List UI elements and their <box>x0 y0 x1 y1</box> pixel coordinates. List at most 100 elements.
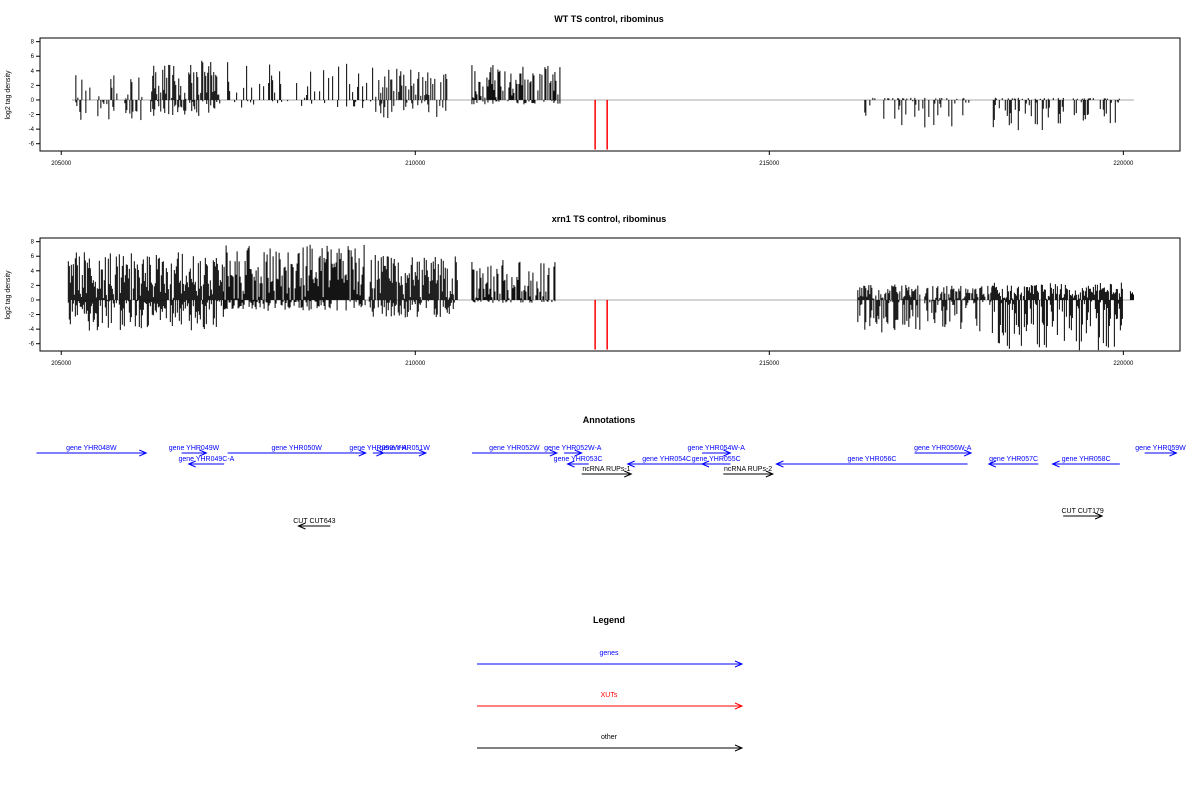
annotation-label: gene YHR056W-A <box>914 445 972 452</box>
wt-track-signal-bars <box>75 60 1120 131</box>
legend: Legend genes XUTs other <box>477 615 744 752</box>
annotations-panel: Annotations gene YHR048W gene YHR049W gene… <box>36 415 1186 530</box>
annotation-gene-yhr051w: gene YHR051W <box>379 445 430 457</box>
xrn1-track-x-tick-label: 205000 <box>51 361 72 367</box>
wt-track-y-tick-label: 8 <box>31 40 35 46</box>
annotation-label: CUT CUT179 <box>1061 508 1103 515</box>
annotation-label: gene YHR052W-A <box>544 445 602 452</box>
annotation-label: gene YHR053C <box>554 456 603 463</box>
wt-track-y-axis-label: log2 tag density <box>5 70 12 120</box>
annotation-gene-yhr058c: gene YHR058C <box>1051 456 1120 468</box>
annotation-label: gene YHR055C <box>692 456 741 463</box>
annotation-arrow-head <box>1094 512 1104 520</box>
annotation-gene-yhr059w: gene YHR059W <box>1135 445 1186 457</box>
xrn1-track-x-axis: 205000 210000 215000 220000 <box>51 351 1134 367</box>
wt-track-panel: WT TS control, ribominus log2 tag densit… <box>5 14 1181 167</box>
wt-track-x-tick-label: 205000 <box>51 161 72 167</box>
annotation-ncrna-rups-2: ncRNA RUPs-2 <box>723 466 775 478</box>
xrn1-track-y-tick-label: 6 <box>31 254 35 260</box>
wt-track-y-tick-label: -4 <box>29 127 35 133</box>
annotation-gene-yhr053c: gene YHR053C <box>554 456 603 468</box>
annotation-label: gene YHR049W <box>169 445 220 452</box>
annotation-gene-yhr054c: gene YHR054C <box>626 456 706 468</box>
legend-entry-genes: genes <box>477 650 744 668</box>
wt-track-x-tick-label: 215000 <box>759 161 780 167</box>
xrn1-track-signal-bars <box>67 244 1134 351</box>
annotation-arrow-head <box>358 449 367 457</box>
wt-track-y-tick-label: 0 <box>31 98 35 104</box>
wt-track-xut-lines <box>594 99 608 150</box>
annotation-arrow-head <box>723 449 732 457</box>
xrn1-track-x-tick-label: 210000 <box>405 361 426 367</box>
annotation-label: gene YHR054C <box>642 456 691 463</box>
annotation-ncrna-rups-1: ncRNA RUPs-1 <box>581 466 633 478</box>
annotation-gene-yhr052w-a: gene YHR052W-A <box>544 445 602 457</box>
wt-track-plot-frame <box>39 37 1181 152</box>
legend-arrow-head <box>734 660 744 668</box>
annotation-features: gene YHR048W gene YHR049W gene YHR049C-A ge… <box>36 445 1186 530</box>
xrn1-track-y-tick-label: -2 <box>29 313 35 319</box>
annotation-gene-yhr056c: gene YHR056C <box>775 456 968 468</box>
annotation-arrow-head <box>700 460 710 468</box>
wt-track-x-tick-label: 220000 <box>1113 161 1134 167</box>
annotation-label: gene YHR049C-A <box>178 456 234 463</box>
annotation-gene-yhr050w: gene YHR050W <box>227 445 367 457</box>
legend-entry-xuts: XUTs <box>477 692 744 710</box>
annotation-gene-yhr049c-a: gene YHR049C-A <box>178 456 235 468</box>
wt-track-y-tick-label: 2 <box>31 83 35 89</box>
annotation-arrow-head <box>624 470 633 478</box>
annotation-gene-yhr056w-a: gene YHR056W-A <box>914 445 973 457</box>
wt-track-y-tick-label: -2 <box>29 113 35 119</box>
annotation-label: ncRNA RUPs-2 <box>724 466 772 473</box>
xrn1-track-xut-lines <box>594 299 608 350</box>
legend-label: genes <box>599 650 619 657</box>
xrn1-track-title: xrn1 TS control, ribominus <box>552 214 667 224</box>
annotation-label: ncRNA RUPs-1 <box>582 466 630 473</box>
wt-track-y-axis: 8 6 4 2 0 -2 -4 -6 <box>29 40 40 148</box>
xrn1-track-y-axis-label: log2 tag density <box>5 270 12 320</box>
annotation-arrow-head <box>1169 449 1178 457</box>
annotation-gene-yhr052w: gene YHR052W <box>471 445 559 457</box>
annotation-gene-yhr049w: gene YHR049W <box>169 445 220 457</box>
annotation-arrow-head <box>187 460 196 468</box>
legend-entries: genes XUTs other <box>477 650 744 752</box>
annotation-arrow-head <box>297 522 306 530</box>
annotation-arrow-head <box>199 449 208 457</box>
wt-track-y-tick-label: -6 <box>29 142 35 148</box>
annotation-gene-yhr057c: gene YHR057C <box>987 456 1039 468</box>
wt-track-x-tick-label: 210000 <box>405 161 426 167</box>
annotation-arrow-head <box>1051 460 1060 468</box>
annotation-arrow-head <box>574 449 583 457</box>
annotation-gene-yhr055c: gene YHR055C <box>692 456 741 468</box>
xrn1-track-y-tick-label: 4 <box>31 269 35 275</box>
xrn1-track-x-tick-label: 220000 <box>1113 361 1134 367</box>
xrn1-track-y-axis: 8 6 4 2 0 -2 -4 -6 <box>29 240 40 348</box>
xrn1-track-plot-frame <box>39 237 1181 352</box>
annotation-label: gene YHR057C <box>989 456 1038 463</box>
legend-label: other <box>601 734 618 741</box>
wt-track-y-tick-label: 6 <box>31 54 35 60</box>
xrn1-track-x-tick-label: 215000 <box>759 361 780 367</box>
wt-track-title: WT TS control, ribominus <box>554 14 664 24</box>
legend-entry-other: other <box>477 734 744 752</box>
xrn1-track-y-tick-label: -6 <box>29 342 35 348</box>
annotation-label: gene YHR059W <box>1135 445 1186 452</box>
annotation-label: gene YHR050W-A <box>349 445 407 452</box>
xrn1-track-y-tick-label: -4 <box>29 327 35 333</box>
wt-track-y-tick-label: 4 <box>31 69 35 75</box>
annotation-arrow-head <box>963 449 973 457</box>
annotation-label: CUT CUT643 <box>293 518 335 525</box>
annotation-label: gene YHR052W <box>489 445 540 452</box>
annotation-arrow-head <box>566 460 575 468</box>
xrn1-track-y-tick-label: 0 <box>31 298 35 304</box>
wt-track-x-axis: 205000 210000 215000 220000 <box>51 151 1134 167</box>
annotation-label: gene YHR056C <box>848 456 897 463</box>
legend-label: XUTs <box>601 692 618 699</box>
annotation-arrow-head <box>626 460 635 468</box>
annotation-arrow-head <box>775 460 784 468</box>
xrn1-track-y-tick-label: 2 <box>31 283 35 289</box>
annotation-cut-cut643: CUT CUT643 <box>293 518 336 530</box>
annotation-label: gene YHR058C <box>1062 456 1111 463</box>
annotation-gene-yhr048w: gene YHR048W <box>36 445 148 457</box>
annotations-title: Annotations <box>583 415 636 425</box>
